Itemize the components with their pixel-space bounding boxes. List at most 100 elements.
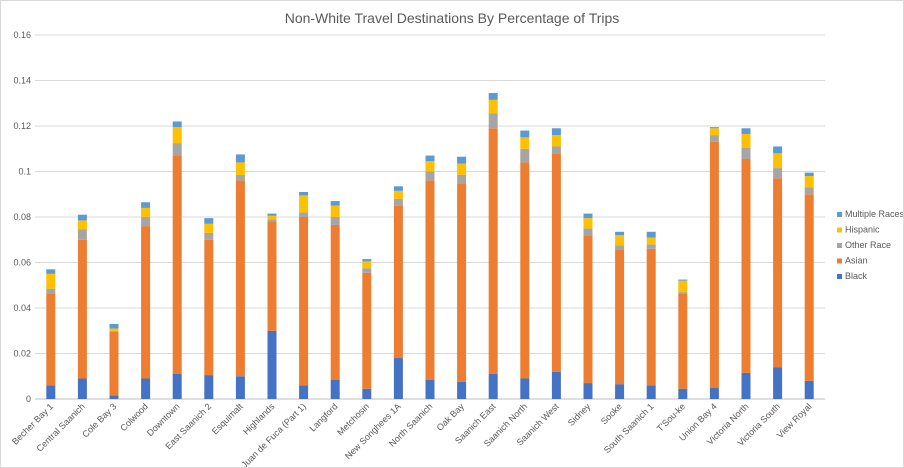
bar-segment	[425, 171, 435, 181]
bar-segment	[77, 239, 87, 379]
bar-segment	[172, 155, 182, 374]
bar-segment	[299, 385, 309, 399]
bar-segment	[362, 388, 372, 399]
bar-segment	[425, 180, 435, 380]
bar-segment	[235, 376, 245, 399]
bar-segment	[709, 141, 719, 388]
bar-segment	[46, 288, 56, 294]
bar-segment	[362, 268, 372, 273]
bar-segment	[804, 194, 814, 381]
bar-segment	[77, 214, 87, 221]
bar-segment	[741, 133, 751, 148]
bar-segment	[773, 146, 783, 154]
bar-segment	[773, 168, 783, 179]
bar-segment	[330, 379, 340, 399]
bar-segment	[46, 269, 56, 274]
bar-segment	[520, 378, 530, 399]
bar-segment	[804, 380, 814, 399]
bar-segment	[46, 273, 56, 289]
legend-swatch	[837, 212, 842, 217]
bar-segment	[709, 387, 719, 399]
bar-segment	[267, 213, 277, 216]
bar-segment	[204, 223, 214, 233]
bar-segment	[583, 235, 593, 384]
bar-segment	[330, 201, 340, 206]
bar-segment	[204, 239, 214, 376]
x-tick-label: Esquimalt	[210, 401, 245, 436]
bar-segment	[773, 367, 783, 399]
y-tick-label: 0.16	[13, 30, 31, 40]
bar-segment	[520, 162, 530, 379]
y-tick-label: 0	[26, 394, 31, 404]
bar-segment	[615, 245, 625, 250]
bar-segment	[457, 163, 467, 175]
bar-segment	[141, 217, 151, 227]
bar-segment	[678, 388, 688, 399]
bar-segment	[583, 383, 593, 399]
legend-label: Hispanic	[845, 225, 880, 235]
bar-segment	[299, 212, 309, 217]
bar-segment	[204, 218, 214, 224]
bar-segment	[678, 292, 688, 294]
legend-label: Other Race	[845, 240, 891, 250]
bar-segment	[615, 231, 625, 236]
bar-segment	[457, 174, 467, 185]
bar-segment	[109, 330, 119, 332]
x-tick-label: Colwood	[118, 401, 150, 433]
bar-segment	[46, 385, 56, 399]
y-tick-label: 0.08	[13, 212, 31, 222]
y-tick-label: 0.06	[13, 258, 31, 268]
bar-segment	[77, 378, 87, 399]
bar-segment	[172, 127, 182, 144]
bar-segment	[457, 156, 467, 164]
bar-segment	[109, 323, 119, 329]
bar-segment	[299, 217, 309, 386]
x-tick-label: New Songhees 1A	[343, 401, 403, 461]
bar-segment	[488, 99, 498, 114]
bar-segment	[393, 358, 403, 399]
bar-segment	[741, 147, 751, 159]
bar-segment	[709, 127, 719, 129]
bar-segment	[204, 375, 214, 399]
bar-segment	[520, 130, 530, 138]
bar-segment	[109, 328, 119, 331]
bar-segment	[77, 229, 87, 240]
bar-segment	[330, 224, 340, 380]
bar-segment	[141, 378, 151, 399]
x-tick-label: Sidney	[566, 401, 593, 428]
bar-segment	[804, 172, 814, 177]
bar-segment	[330, 205, 340, 217]
bar-segment	[646, 231, 656, 238]
x-tick-label: Cole Bay 3	[80, 401, 118, 439]
bar-segment	[235, 162, 245, 175]
bar-segment	[267, 330, 277, 399]
bar-segment	[235, 154, 245, 163]
bar-segment	[235, 180, 245, 377]
bar-segment	[362, 272, 372, 389]
legend-label: Multiple Races	[845, 209, 903, 219]
bar-segment	[488, 93, 498, 100]
bar-segment	[551, 135, 561, 147]
x-tick-label: Oak Bay	[435, 401, 467, 433]
bar-segment	[393, 205, 403, 359]
bar-segment	[46, 293, 56, 386]
bar-segment	[520, 148, 530, 163]
bar-segment	[709, 128, 719, 136]
legend-swatch	[837, 274, 842, 279]
bar-segment	[583, 218, 593, 229]
bar-segment	[741, 372, 751, 399]
bar-segment	[646, 237, 656, 245]
bar-segment	[488, 128, 498, 374]
bar-segment	[235, 174, 245, 181]
bar-segment	[773, 178, 783, 368]
bar-segment	[141, 202, 151, 208]
bar-segment	[551, 128, 561, 136]
legend-swatch	[837, 243, 842, 248]
legend-swatch	[837, 227, 842, 233]
bar-segment	[141, 207, 151, 217]
bar-segment	[425, 161, 435, 172]
bar-segment	[393, 198, 403, 206]
